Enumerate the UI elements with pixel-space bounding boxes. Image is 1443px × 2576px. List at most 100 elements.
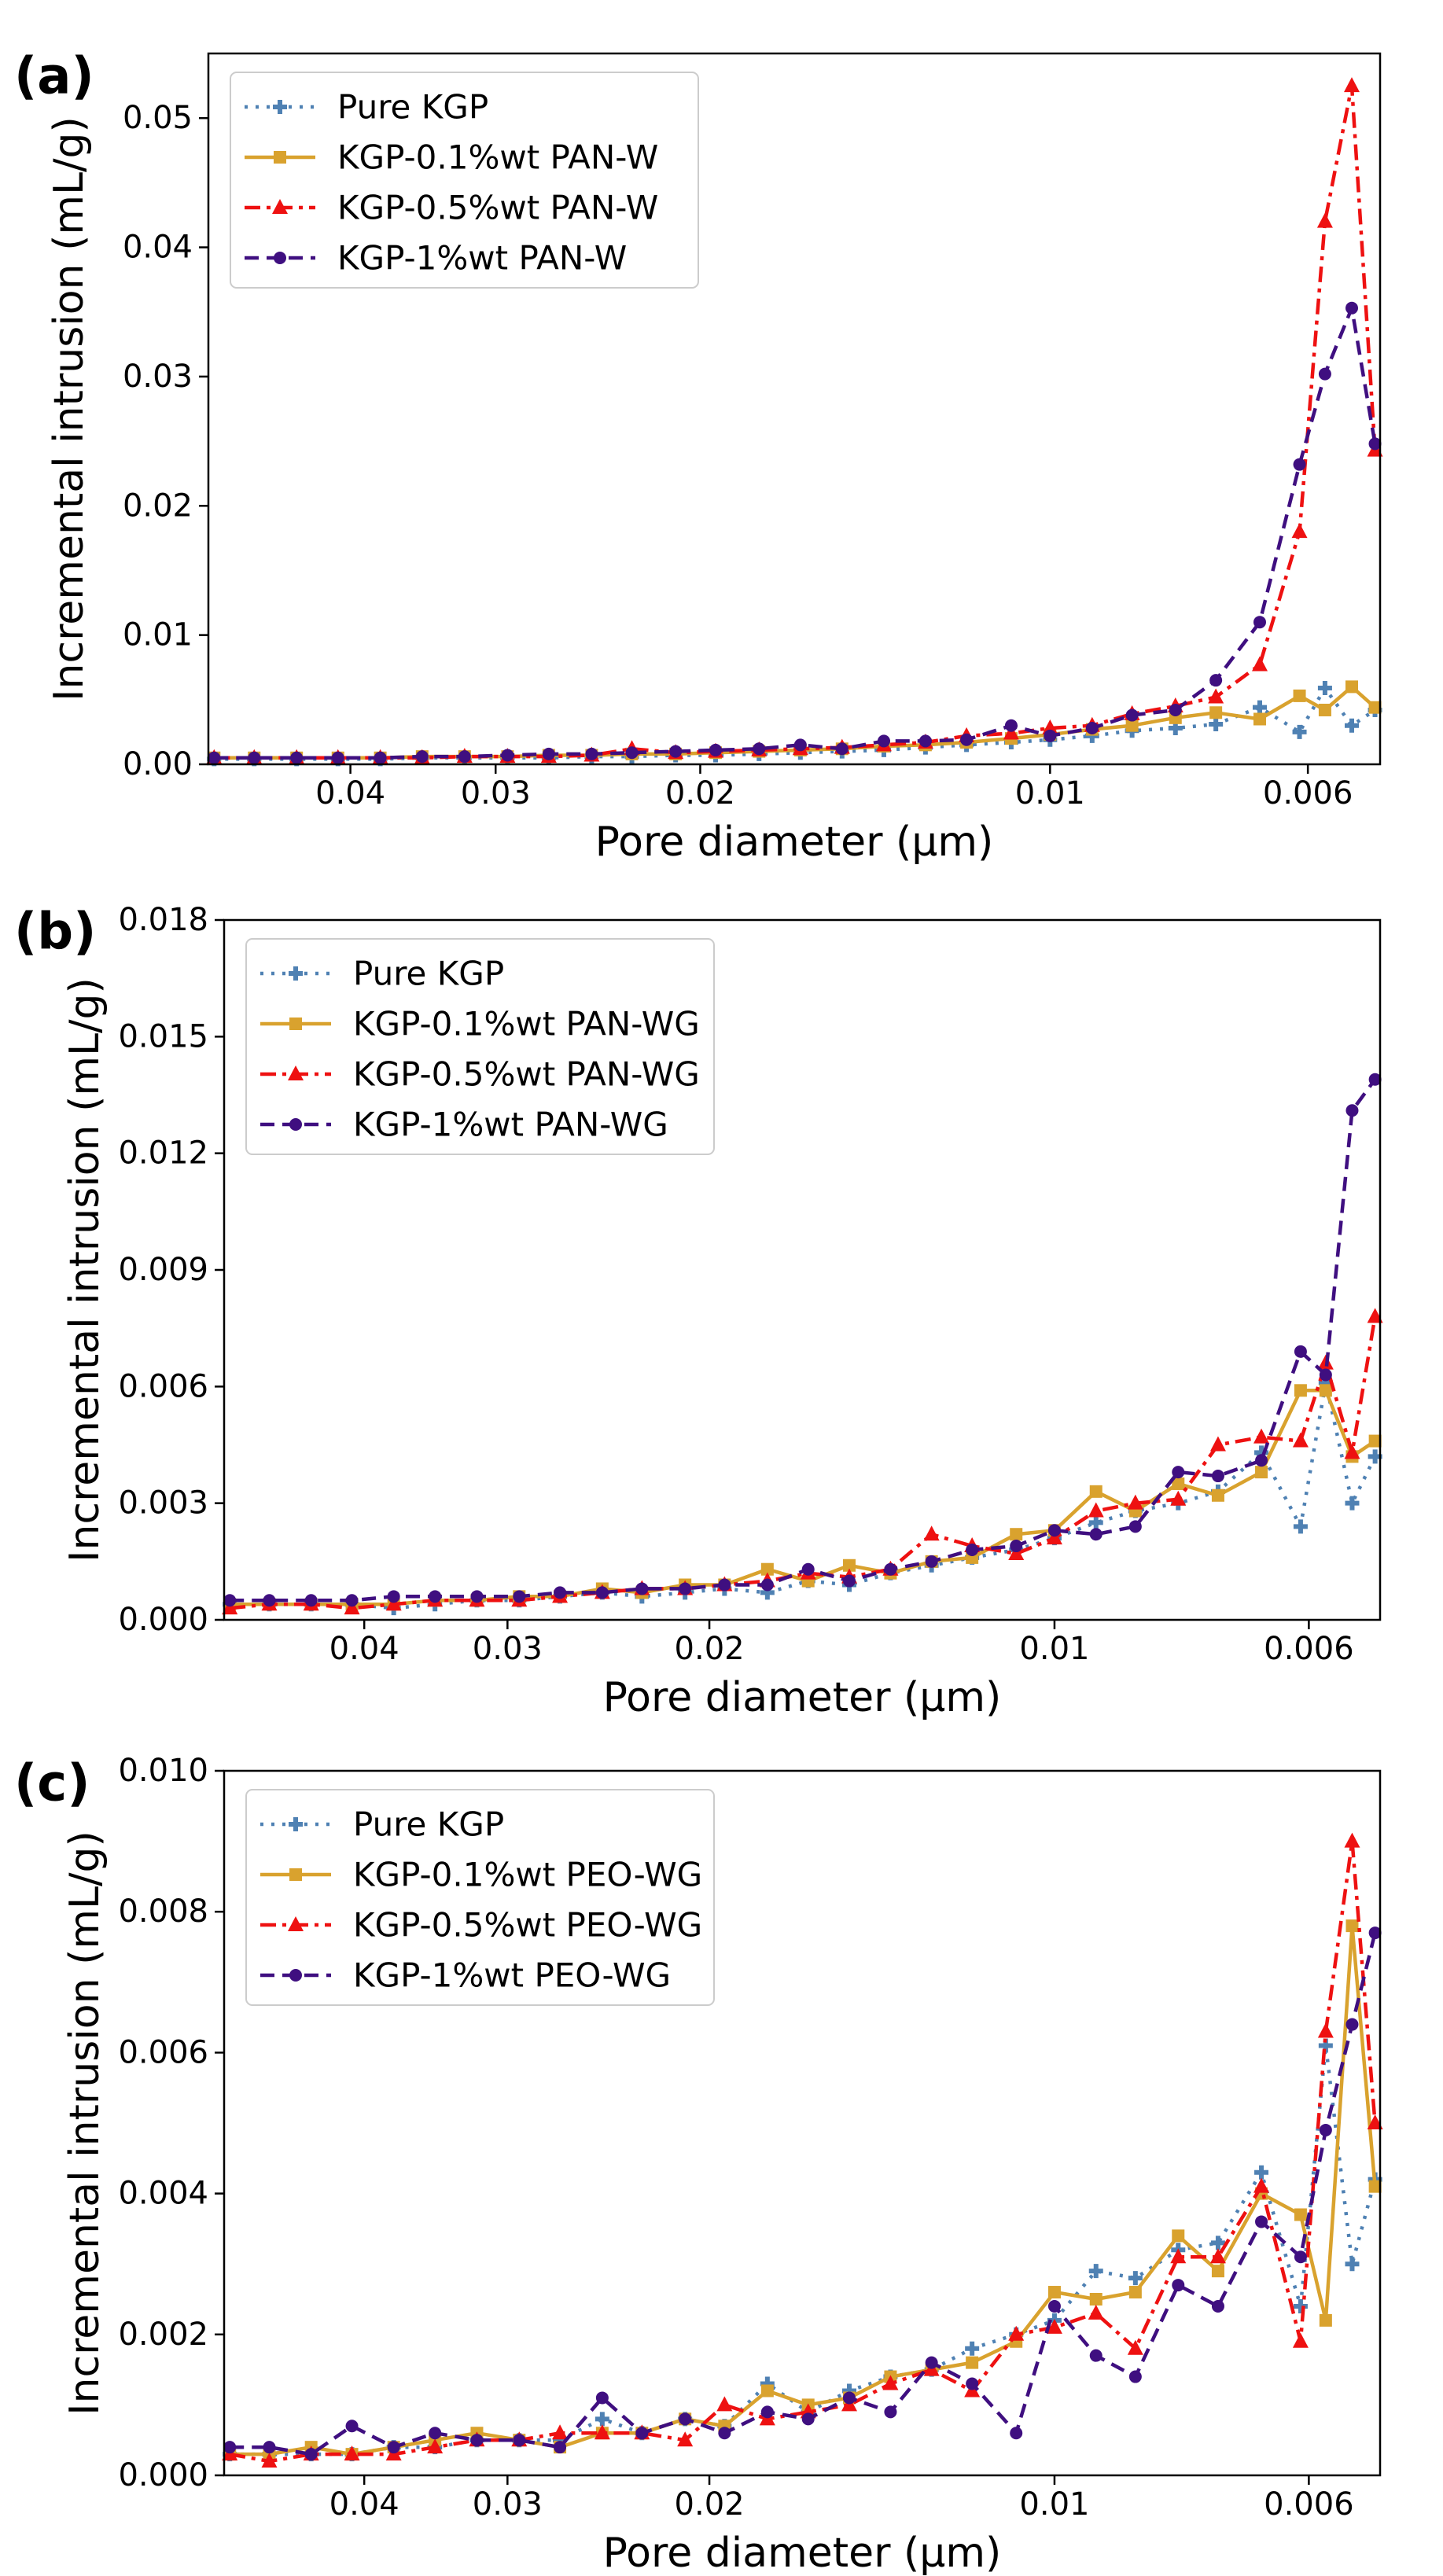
data-point xyxy=(1172,1466,1185,1479)
data-point xyxy=(513,1590,526,1603)
y-tick-label: 0.01 xyxy=(123,617,193,653)
data-point xyxy=(1367,1308,1383,1323)
data-point xyxy=(1089,2293,1102,2306)
data-point xyxy=(625,746,639,760)
data-point xyxy=(1125,708,1139,722)
data-point xyxy=(801,1562,815,1576)
data-point xyxy=(1010,1540,1023,1553)
data-point xyxy=(966,2377,979,2390)
data-point xyxy=(1046,2318,1062,2334)
data-point xyxy=(635,2427,649,2440)
x-tick-label: 0.03 xyxy=(461,775,531,811)
y-tick-label: 0.018 xyxy=(118,902,208,938)
data-point xyxy=(1089,1485,1102,1498)
data-point xyxy=(1345,718,1359,733)
data-point xyxy=(1089,1528,1102,1541)
y-tick-label: 0.05 xyxy=(123,100,193,136)
data-point xyxy=(1318,703,1331,716)
data-point xyxy=(1211,1470,1224,1483)
data-point xyxy=(1172,2279,1185,2292)
data-point xyxy=(429,1590,442,1603)
series-1 xyxy=(208,301,1382,764)
data-point xyxy=(882,2375,899,2390)
x-tick-label: 0.01 xyxy=(1019,1631,1089,1667)
data-point xyxy=(263,1594,276,1607)
data-point xyxy=(1170,2248,1187,2264)
data-point xyxy=(679,2412,692,2426)
data-point xyxy=(374,751,387,764)
x-tick-label: 0.04 xyxy=(329,1631,399,1667)
data-point xyxy=(223,2441,237,2454)
legend: Pure KGP KGP-0.1%wt PAN-WG KGP-0.5%wt PAN-… xyxy=(245,938,715,1155)
chart-panel-3: (c) 0.000 0.002 0.004 0.006 0.008 0.010 0.04 0.0… xyxy=(14,1753,1383,2576)
series-1 xyxy=(223,1073,1382,1607)
data-point xyxy=(552,2424,569,2440)
legend-marker xyxy=(272,199,288,214)
data-point xyxy=(1210,2236,1225,2250)
y-tick-label: 0.010 xyxy=(118,1753,208,1789)
y-tick-label: 0.002 xyxy=(118,2317,208,2353)
data-point xyxy=(263,2441,276,2454)
legend-marker xyxy=(273,100,287,114)
plot-frame xyxy=(207,52,1382,766)
data-point xyxy=(1047,2286,1061,2299)
y-tick-label: 0.006 xyxy=(118,1368,208,1404)
data-point xyxy=(595,1586,609,1599)
data-point xyxy=(1293,689,1306,702)
data-point xyxy=(1344,77,1360,93)
data-point xyxy=(1172,1477,1185,1490)
data-point xyxy=(1294,2208,1307,2221)
data-point xyxy=(304,2448,318,2461)
data-point xyxy=(470,2434,484,2447)
data-point xyxy=(760,2405,774,2419)
data-point xyxy=(753,742,766,756)
x-tick-label: 0.02 xyxy=(665,775,735,811)
series-line xyxy=(230,1932,1377,2456)
data-point xyxy=(595,2412,609,2427)
legend-marker xyxy=(274,151,286,164)
data-point xyxy=(1211,1489,1224,1502)
data-point xyxy=(331,751,344,764)
data-point xyxy=(387,1590,400,1603)
plot-frame xyxy=(223,1769,1382,2477)
series-Pure KGP xyxy=(223,2038,1382,2462)
data-point xyxy=(1316,212,1333,228)
data-point xyxy=(1255,1466,1268,1479)
data-point xyxy=(1042,719,1058,734)
data-point xyxy=(925,2356,938,2369)
data-point xyxy=(542,747,555,760)
data-point xyxy=(1008,2325,1025,2341)
data-point xyxy=(1318,367,1331,381)
data-point xyxy=(1128,1520,1142,1533)
data-point xyxy=(1089,2349,1102,2362)
x-tick-label: 0.006 xyxy=(1264,2486,1354,2523)
data-point xyxy=(925,1555,938,1568)
data-point xyxy=(718,1578,731,1592)
data-point xyxy=(1293,2298,1308,2313)
series-line xyxy=(230,1078,1377,1603)
data-point xyxy=(1255,1454,1268,1467)
data-point xyxy=(1255,2215,1268,2228)
y-tick-label: 0.008 xyxy=(118,1893,208,1930)
legend-label: KGP-0.1%wt PAN-W xyxy=(337,138,658,177)
data-point xyxy=(345,1594,359,1607)
series-line xyxy=(230,1923,1377,2456)
data-point xyxy=(1209,717,1224,732)
data-point xyxy=(793,738,807,752)
data-point xyxy=(877,734,890,748)
data-point xyxy=(1368,437,1382,451)
legend: Pure KGP KGP-0.1%wt PEO-WG KGP-0.5%wt PEO-… xyxy=(245,1789,715,2006)
x-tick-label: 0.02 xyxy=(675,2486,745,2523)
y-tick-label: 0.04 xyxy=(123,230,193,266)
data-point xyxy=(1128,2286,1142,2299)
series-line xyxy=(230,1381,1377,1610)
data-point xyxy=(1319,1368,1332,1382)
data-point xyxy=(1368,1434,1382,1448)
data-point xyxy=(385,1595,402,1611)
data-point xyxy=(1209,2248,1226,2264)
y-tick-label: 0.004 xyxy=(118,2176,208,2212)
y-tick-label: 0.00 xyxy=(123,746,193,782)
data-point xyxy=(1345,1496,1360,1511)
legend-marker xyxy=(288,1916,304,1931)
